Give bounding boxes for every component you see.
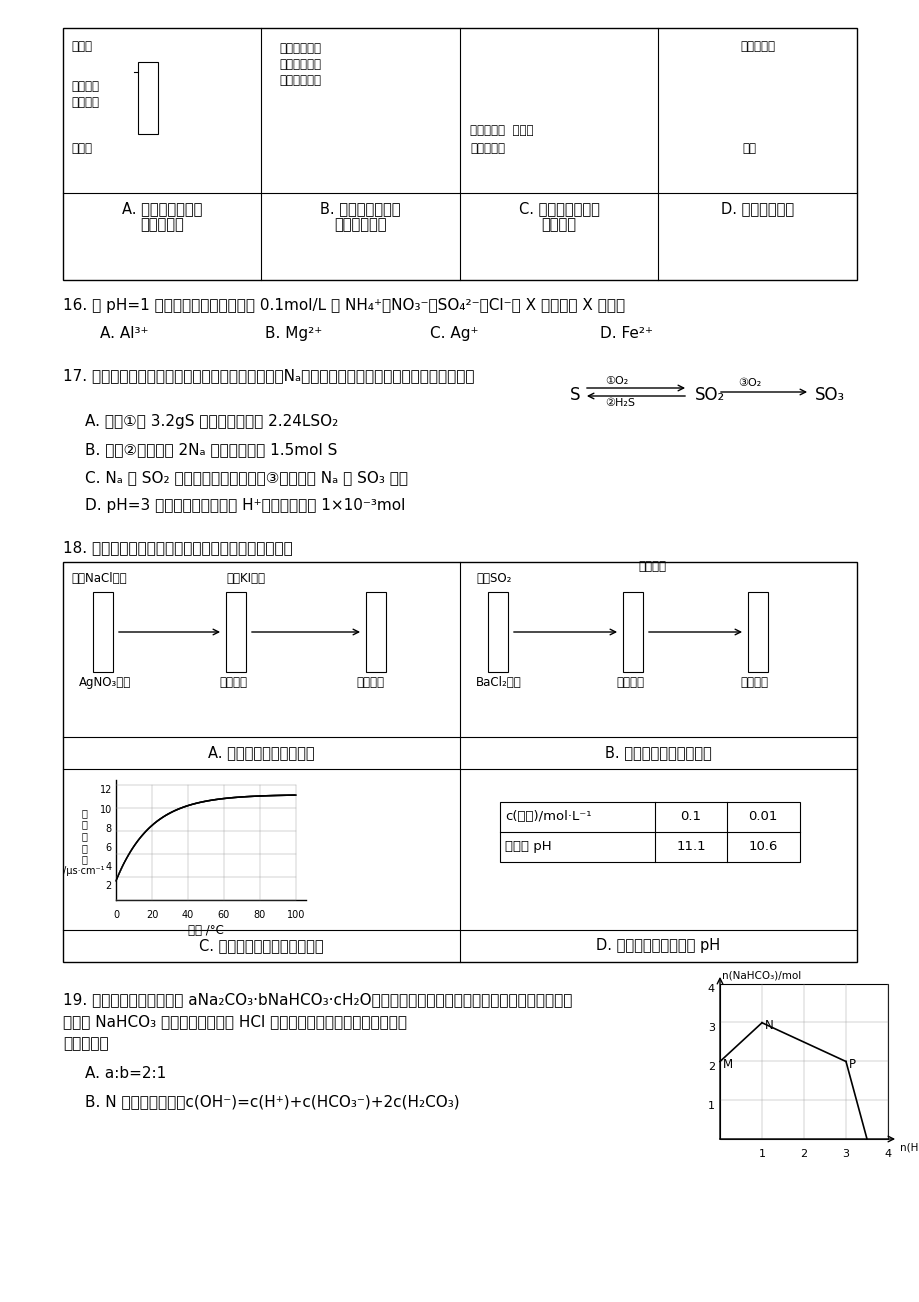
Text: C. Nₐ 个 SO₂ 分子与足量氧气经反应③可以制得 Nₐ 个 SO₃ 分子: C. Nₐ 个 SO₂ 分子与足量氧气经反应③可以制得 Nₐ 个 SO₃ 分子 — [85, 470, 407, 486]
Text: 少量KI溶液: 少量KI溶液 — [226, 572, 265, 585]
Bar — [747, 592, 767, 672]
Text: 0.01: 0.01 — [747, 810, 777, 823]
Text: C. 测定不同温度纯水的导电性: C. 测定不同温度纯水的导电性 — [199, 937, 323, 953]
Text: 2: 2 — [707, 1062, 714, 1072]
Text: AgNO₃溶液: AgNO₃溶液 — [79, 676, 131, 689]
Text: 常温下 pH: 常温下 pH — [505, 840, 551, 853]
Bar — [487, 592, 507, 672]
Text: 湿的生铁粉: 湿的生铁粉 — [470, 142, 505, 155]
Text: B. Mg²⁺: B. Mg²⁺ — [265, 326, 322, 341]
Text: 40: 40 — [182, 910, 194, 921]
Text: S: S — [570, 385, 580, 404]
Text: 60: 60 — [218, 910, 230, 921]
Bar — [62, 29, 857, 280]
Text: 液中的 NaHCO₃ 的物质的量与加入 HCl 的物质的量变化如图所示，以下说: 液中的 NaHCO₃ 的物质的量与加入 HCl 的物质的量变化如图所示，以下说 — [62, 1014, 406, 1029]
Text: 10: 10 — [99, 805, 112, 815]
Text: 0.1: 0.1 — [680, 810, 701, 823]
Text: M: M — [722, 1057, 732, 1070]
Text: 法正确的是: 法正确的是 — [62, 1036, 108, 1051]
Text: 3: 3 — [842, 1148, 848, 1159]
Text: B. 配制一定物质的: B. 配制一定物质的 — [320, 201, 401, 216]
Text: 白色沉淀: 白色沉淀 — [739, 676, 767, 689]
Text: 浓硫酸: 浓硫酸 — [71, 40, 92, 53]
Text: 黄色沉淀: 黄色沉淀 — [356, 676, 383, 689]
Text: P: P — [848, 1057, 855, 1070]
Text: BaCl₂溶液: BaCl₂溶液 — [475, 676, 521, 689]
Bar — [93, 592, 113, 672]
Text: 1: 1 — [757, 1148, 765, 1159]
Text: B. N 点溶液中存在：c(OH⁻)=c(H⁺)+c(HCO₃⁻)+2c(H₂CO₃): B. N 点溶液中存在：c(OH⁻)=c(H⁺)+c(HCO₃⁻)+2c(H₂C… — [85, 1094, 460, 1109]
Text: 11.1: 11.1 — [675, 840, 705, 853]
Text: D. 测定不同浓度氨水的 pH: D. 测定不同浓度氨水的 pH — [596, 937, 720, 953]
Text: 20: 20 — [145, 910, 158, 921]
Text: 1: 1 — [708, 1101, 714, 1111]
Text: ①O₂: ①O₂ — [605, 376, 628, 385]
Text: 电石: 电石 — [742, 142, 756, 155]
Text: 4: 4 — [883, 1148, 891, 1159]
Text: 足量SO₂: 足量SO₂ — [475, 572, 511, 585]
Text: 12: 12 — [99, 785, 112, 796]
Bar — [366, 592, 386, 672]
Bar — [138, 62, 158, 134]
Text: ②H₂S: ②H₂S — [605, 398, 634, 408]
Text: 0: 0 — [113, 910, 119, 921]
Text: A. Al³⁺: A. Al³⁺ — [100, 326, 148, 341]
Text: n(HCl)/mol: n(HCl)/mol — [899, 1142, 919, 1152]
Text: B. 反应②中若转移 2Nₐ 个电子，生成 1.5mol S: B. 反应②中若转移 2Nₐ 个电子，生成 1.5mol S — [85, 441, 337, 457]
Text: B. 探究难溶性钡盐的生成: B. 探究难溶性钡盐的生成 — [604, 745, 710, 760]
Text: 用玻璃棒引流: 用玻璃棒引流 — [279, 42, 321, 55]
Text: 3: 3 — [708, 1023, 714, 1032]
Text: 饱和食盐水: 饱和食盐水 — [740, 40, 775, 53]
Text: D. pH=3 的二氧化硫水溶液中 H⁺的物质的量为 1×10⁻³mol: D. pH=3 的二氧化硫水溶液中 H⁺的物质的量为 1×10⁻³mol — [85, 497, 405, 513]
Text: 16. 在 pH=1 的溶液中，含有浓度都为 0.1mol/L 的 NH₄⁺、NO₃⁻、SO₄²⁻、Cl⁻和 X 离子，则 X 可能是: 16. 在 pH=1 的溶液中，含有浓度都为 0.1mol/L 的 NH₄⁺、N… — [62, 298, 624, 312]
Text: A. 配制浓硫酸与浓: A. 配制浓硫酸与浓 — [122, 201, 202, 216]
Text: 10.6: 10.6 — [747, 840, 777, 853]
Text: 足量氨水: 足量氨水 — [637, 560, 665, 573]
Text: N: N — [765, 1018, 773, 1031]
Text: n(NaHCO₃)/mol: n(NaHCO₃)/mol — [721, 970, 800, 980]
Text: SO₃: SO₃ — [814, 385, 845, 404]
Text: 6: 6 — [106, 842, 112, 853]
Text: C. 观察铁是否发生: C. 观察铁是否发生 — [518, 201, 599, 216]
Text: 吸氧腐蚀: 吸氧腐蚀 — [541, 217, 576, 232]
Text: 100: 100 — [287, 910, 305, 921]
Text: SO₂: SO₂ — [694, 385, 724, 404]
Text: 无色溶液: 无色溶液 — [616, 676, 643, 689]
Text: 19. 某种天然碱的化学式为 aNa₂CO₃·bNaHCO₃·cH₂O，取一定量该天然碱溶于水，逐滴加入稀盐酸，溶: 19. 某种天然碱的化学式为 aNa₂CO₃·bNaHCO₃·cH₂O，取一定量… — [62, 992, 572, 1006]
Text: 2: 2 — [106, 881, 112, 891]
Text: 白色沉淀: 白色沉淀 — [219, 676, 246, 689]
Text: ③O₂: ③O₂ — [737, 378, 760, 388]
Text: 与刻度线相切: 与刻度线相切 — [279, 74, 321, 87]
Text: 加水至凹液面: 加水至凹液面 — [279, 59, 321, 72]
Bar — [499, 802, 800, 862]
Text: 4: 4 — [106, 862, 112, 872]
Text: c(氨水)/mol·L⁻¹: c(氨水)/mol·L⁻¹ — [505, 810, 591, 823]
Text: 浓硝酸: 浓硝酸 — [71, 142, 92, 155]
Text: 搅拌搅匀: 搅拌搅匀 — [71, 96, 99, 109]
Text: 4: 4 — [707, 984, 714, 993]
Bar — [62, 562, 857, 962]
Text: 8: 8 — [106, 824, 112, 835]
Text: C. Ag⁺: C. Ag⁺ — [429, 326, 478, 341]
Text: 18. 下列实验现象或数据不能用勒沙特列原理解释的是: 18. 下列实验现象或数据不能用勒沙特列原理解释的是 — [62, 540, 292, 555]
Text: D. 实验室制乙炔: D. 实验室制乙炔 — [720, 201, 793, 216]
Text: D. Fe²⁺: D. Fe²⁺ — [599, 326, 652, 341]
Text: 80: 80 — [254, 910, 266, 921]
Text: 量浓度的溶液: 量浓度的溶液 — [335, 217, 387, 232]
Text: 缓缓加入: 缓缓加入 — [71, 79, 99, 92]
Text: 硝酸的混酸: 硝酸的混酸 — [141, 217, 184, 232]
Bar — [226, 592, 245, 672]
Text: 用食盐水浸  红墨水: 用食盐水浸 红墨水 — [470, 124, 533, 137]
Text: A. 反应①中 3.2gS 充分燃烧后生成 2.24LSO₂: A. 反应①中 3.2gS 充分燃烧后生成 2.24LSO₂ — [85, 414, 338, 428]
Text: A. a:b=2:1: A. a:b=2:1 — [85, 1066, 166, 1081]
Bar — [622, 592, 642, 672]
Text: 少量NaCl溶液: 少量NaCl溶液 — [71, 572, 127, 585]
Text: 17. 已知含硫元素的几种物质间具有如图转化关系。Nₐ表示阿伏伽德罗常数值，下列说法正确的是: 17. 已知含硫元素的几种物质间具有如图转化关系。Nₐ表示阿伏伽德罗常数值，下列… — [62, 368, 474, 383]
Text: A. 探究卤化银沉淀的转化: A. 探究卤化银沉淀的转化 — [208, 745, 314, 760]
Text: 纯
水
电
导
率
/μs·cm⁻¹: 纯 水 电 导 率 /μs·cm⁻¹ — [63, 809, 105, 876]
Text: 2: 2 — [800, 1148, 807, 1159]
Text: 温度 /°C: 温度 /°C — [187, 924, 223, 937]
Bar — [720, 984, 887, 1139]
